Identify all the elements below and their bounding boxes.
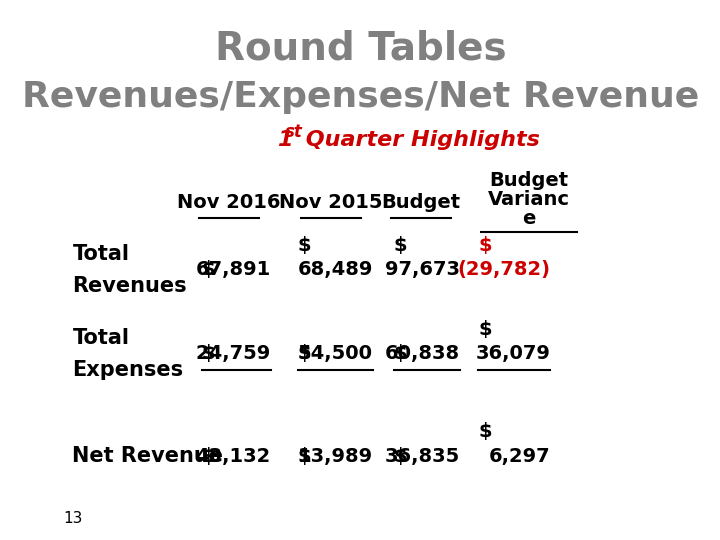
Text: Quarter Highlights: Quarter Highlights — [298, 130, 540, 151]
Text: 60,838: 60,838 — [385, 344, 460, 363]
Text: Total: Total — [73, 244, 130, 264]
Text: e: e — [523, 209, 536, 228]
Text: 13,989: 13,989 — [298, 447, 373, 466]
Text: $: $ — [394, 236, 408, 255]
Text: Budget: Budget — [382, 193, 461, 212]
Text: $: $ — [478, 236, 492, 255]
Text: Budget: Budget — [490, 171, 569, 191]
Text: $: $ — [478, 320, 492, 339]
Text: Round Tables: Round Tables — [215, 30, 507, 68]
Text: st: st — [284, 123, 302, 141]
Text: Nov 2015: Nov 2015 — [279, 193, 382, 212]
Text: $: $ — [394, 447, 408, 466]
Text: 54,500: 54,500 — [298, 344, 373, 363]
Text: (29,782): (29,782) — [457, 260, 550, 280]
Text: $: $ — [202, 344, 215, 363]
Text: Varianc: Varianc — [488, 190, 570, 210]
Text: 13: 13 — [63, 511, 83, 526]
Text: 6,297: 6,297 — [488, 447, 550, 466]
Text: $: $ — [394, 344, 408, 363]
Text: $: $ — [202, 447, 215, 466]
Text: 43,132: 43,132 — [196, 447, 271, 466]
Text: $: $ — [298, 344, 312, 363]
Text: $: $ — [298, 236, 312, 255]
Text: Net Revenue: Net Revenue — [73, 446, 223, 467]
Text: Nov 2016: Nov 2016 — [177, 193, 280, 212]
Text: $: $ — [478, 422, 492, 442]
Text: $: $ — [298, 447, 312, 466]
Text: Expenses: Expenses — [73, 360, 184, 380]
FancyBboxPatch shape — [42, 0, 655, 540]
Text: 97,673: 97,673 — [385, 260, 460, 280]
Text: 36,835: 36,835 — [384, 447, 460, 466]
Text: 67,891: 67,891 — [196, 260, 271, 280]
Text: 36,079: 36,079 — [475, 344, 550, 363]
Text: 68,489: 68,489 — [297, 260, 373, 280]
Text: Revenues/Expenses/Net Revenue: Revenues/Expenses/Net Revenue — [22, 80, 700, 114]
Text: 1: 1 — [276, 130, 292, 151]
Text: 24,759: 24,759 — [196, 344, 271, 363]
Text: $: $ — [202, 260, 215, 280]
Text: Revenues: Revenues — [73, 276, 187, 296]
Text: Total: Total — [73, 327, 130, 348]
